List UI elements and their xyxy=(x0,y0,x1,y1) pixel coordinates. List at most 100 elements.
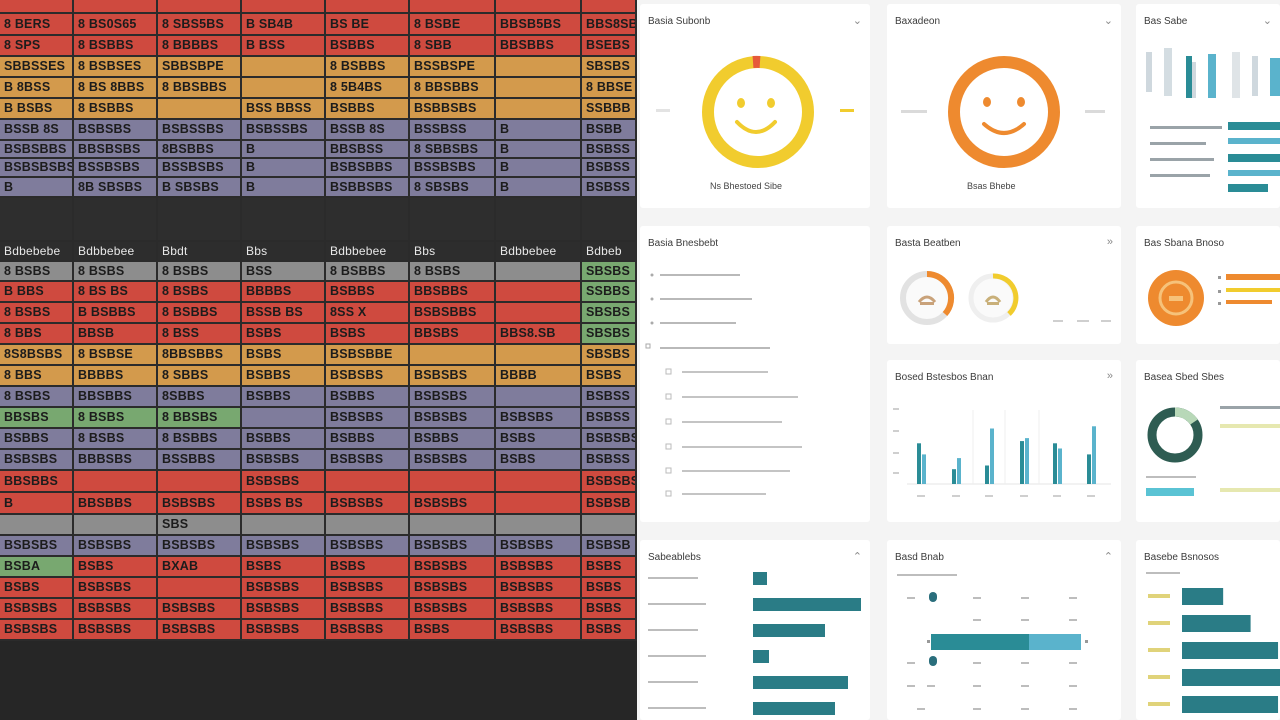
sheet-cell[interactable]: BSBBS xyxy=(326,99,410,120)
sheet-cell[interactable]: BSBSBS xyxy=(74,620,158,641)
sheet-cell[interactable]: B BBS xyxy=(0,282,74,303)
sheet-cell[interactable]: BSBSBS xyxy=(496,620,582,641)
sheet-cell[interactable]: 8 BBS xyxy=(0,324,74,345)
card-menu-icon[interactable]: » xyxy=(1106,236,1113,248)
sheet-cell[interactable]: BSBS xyxy=(242,324,326,345)
sheet-cell[interactable] xyxy=(242,198,326,242)
sheet-cell[interactable]: BSBSBS xyxy=(74,120,158,141)
sheet-cell[interactable]: BSBSBS xyxy=(326,578,410,599)
sheet-cell[interactable]: BSBSBS xyxy=(74,599,158,620)
sheet-cell[interactable] xyxy=(496,198,582,242)
sheet-cell[interactable]: BSBSBS xyxy=(410,578,496,599)
sheet-cell[interactable]: BSBSBS xyxy=(496,599,582,620)
sheet-cell[interactable] xyxy=(242,515,326,536)
sheet-cell[interactable]: BSBSBS xyxy=(410,536,496,557)
sheet-cell[interactable]: B xyxy=(242,141,326,159)
card-happy-orange[interactable]: Baxadeon ⌄ Bsas Bhebe xyxy=(887,4,1121,208)
sheet-cell[interactable] xyxy=(0,0,74,14)
sheet-cell[interactable]: 8 BSBSES xyxy=(74,57,158,78)
sheet-cell[interactable] xyxy=(496,0,582,14)
sheet-cell[interactable]: BSBSB xyxy=(582,536,637,557)
sheet-cell[interactable]: BBBBS xyxy=(74,366,158,387)
sheet-cell[interactable]: BSBSBS xyxy=(326,493,410,515)
card-menu-icon[interactable]: ⌃ xyxy=(852,551,862,563)
sheet-cell[interactable]: BSBBSBS xyxy=(326,178,410,198)
sheet-cell[interactable]: SBSBS xyxy=(582,303,637,324)
sheet-cell[interactable] xyxy=(158,99,242,120)
card-orange-badge[interactable]: Bas Sbana Bnoso xyxy=(1136,226,1280,344)
sheet-cell[interactable]: 8 BBS xyxy=(0,366,74,387)
sheet-cell[interactable]: BSBS xyxy=(242,557,326,578)
sheet-cell[interactable]: BBSBSBS xyxy=(74,141,158,159)
sheet-cell[interactable]: 8 BSS xyxy=(158,324,242,345)
sheet-cell[interactable]: SBSBS xyxy=(582,345,637,366)
sheet-cell[interactable]: BSBSS xyxy=(582,141,637,159)
sheet-cell[interactable]: BSBS xyxy=(74,557,158,578)
sheet-cell[interactable]: BSSBSBS xyxy=(410,159,496,178)
sheet-cell[interactable]: BSBB xyxy=(582,120,637,141)
sheet-cell[interactable]: 8BBSBBS xyxy=(158,345,242,366)
sheet-cell[interactable]: BSBSBS xyxy=(242,599,326,620)
card-menu-icon[interactable]: ⌄ xyxy=(1262,15,1272,27)
sheet-cell[interactable]: 8B SBSBS xyxy=(74,178,158,198)
sheet-cell[interactable] xyxy=(326,471,410,493)
sheet-cell[interactable]: 8 BSBBS xyxy=(158,429,242,450)
sheet-cell[interactable]: BSBBS xyxy=(0,429,74,450)
sheet-cell[interactable]: BSBS xyxy=(582,366,637,387)
sheet-cell[interactable]: 8 BSBS xyxy=(0,387,74,408)
sheet-cell[interactable]: BSBSS xyxy=(582,387,637,408)
sheet-cell[interactable]: B BSS xyxy=(242,36,326,57)
sheet-cell[interactable]: BSBS xyxy=(496,429,582,450)
card-menu-icon[interactable]: » xyxy=(1106,370,1113,382)
sheet-cell[interactable]: BSBSBS xyxy=(242,536,326,557)
sheet-cell[interactable] xyxy=(496,387,582,408)
sheet-cell[interactable]: BSBSBS xyxy=(242,578,326,599)
sheet-cell[interactable]: BSBSBS xyxy=(326,450,410,471)
sheet-cell[interactable]: BSBSBS xyxy=(158,620,242,641)
sheet-cell[interactable]: BSBBS xyxy=(326,387,410,408)
sheet-cell[interactable]: BSBSBS xyxy=(0,450,74,471)
sheet-cell[interactable]: BSBBS xyxy=(242,387,326,408)
sheet-cell[interactable]: BSBBS xyxy=(242,429,326,450)
sheet-cell[interactable]: BSS BBSS xyxy=(242,99,326,120)
sheet-cell[interactable]: BSBSBS xyxy=(410,450,496,471)
sheet-cell[interactable]: BSS xyxy=(242,262,326,282)
card-menu-icon[interactable]: ⌄ xyxy=(852,15,862,27)
sheet-cell[interactable] xyxy=(582,515,637,536)
sheet-cell[interactable]: BSBBS xyxy=(326,36,410,57)
sheet-cell[interactable]: BSBS xyxy=(242,345,326,366)
sheet-cell[interactable]: 8S8BSBS xyxy=(0,345,74,366)
sheet-cell[interactable]: BBSB5BS xyxy=(496,14,582,36)
sheet-cell[interactable] xyxy=(496,99,582,120)
sheet-cell[interactable] xyxy=(410,0,496,14)
sheet-cell[interactable]: BSSBSS xyxy=(410,120,496,141)
spreadsheet-grid[interactable]: 8 BERS 8 BS0S65 8 SBS5BS B SB4B BS BE 8 BSBE B… xyxy=(0,0,637,720)
sheet-cell[interactable]: 8 SPS xyxy=(0,36,74,57)
sheet-cell[interactable]: Bdbbebee xyxy=(74,242,158,262)
sheet-cell[interactable]: BSBSBS xyxy=(74,578,158,599)
card-hbars-left[interactable]: Sabeablebs ⌃ xyxy=(640,540,870,720)
sheet-cell[interactable] xyxy=(496,515,582,536)
sheet-cell[interactable]: BSBBS xyxy=(242,366,326,387)
sheet-cell[interactable]: BSBSBS xyxy=(326,599,410,620)
sheet-cell[interactable]: 8 BBBBS xyxy=(158,36,242,57)
sheet-cell[interactable]: SBSBS xyxy=(582,57,637,78)
sheet-cell[interactable] xyxy=(0,515,74,536)
sheet-cell[interactable]: 8 BSBS xyxy=(0,303,74,324)
sheet-cell[interactable]: BSBBS xyxy=(410,429,496,450)
sheet-cell[interactable]: BSBSBS xyxy=(326,620,410,641)
sheet-cell[interactable]: B xyxy=(496,178,582,198)
sheet-cell[interactable]: Bbs xyxy=(410,242,496,262)
sheet-cell[interactable]: BSBSSBS xyxy=(158,120,242,141)
card-menu-icon[interactable]: ⌃ xyxy=(1103,551,1113,563)
sheet-cell[interactable]: 8 BSBE xyxy=(410,14,496,36)
sheet-cell[interactable]: BBSBBS xyxy=(410,282,496,303)
sheet-cell[interactable]: BSBSBBE xyxy=(326,345,410,366)
sheet-cell[interactable]: BSBSBS xyxy=(496,557,582,578)
sheet-cell[interactable]: BSSBSPE xyxy=(410,57,496,78)
sheet-cell[interactable]: BSBSS xyxy=(582,178,637,198)
card-happy-yellow[interactable]: Basia Subonb ⌄ Ns Bhestoed Sibe xyxy=(640,4,870,208)
sheet-cell[interactable] xyxy=(582,0,637,14)
sheet-cell[interactable]: BSBSBS xyxy=(410,366,496,387)
sheet-cell[interactable]: BSSB 8S xyxy=(0,120,74,141)
